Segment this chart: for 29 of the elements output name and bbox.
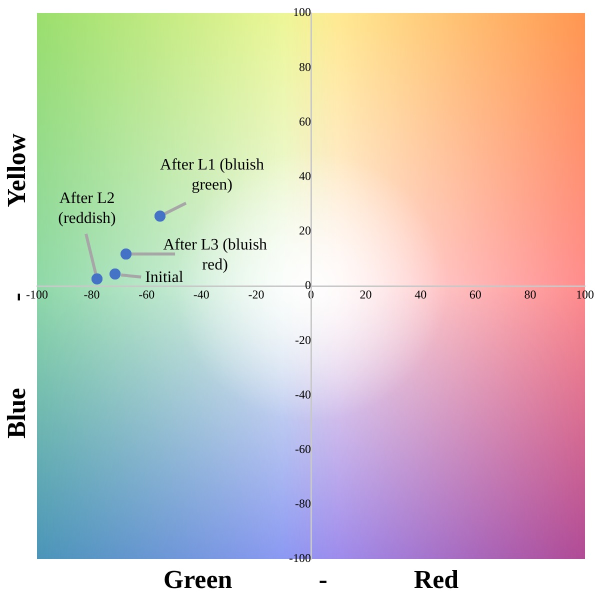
y-tick-label: -80	[295, 496, 311, 511]
x-tick-label: -80	[84, 287, 100, 302]
x-tick-label: -60	[138, 287, 155, 302]
x-tick-label: 60	[469, 287, 482, 302]
x-tick-label: 40	[414, 287, 427, 302]
y-tick-label: 20	[299, 224, 311, 238]
point	[154, 210, 166, 222]
x-axis-title: Green - Red	[162, 565, 460, 595]
x-tick-label: 100	[576, 287, 594, 302]
point	[120, 248, 132, 260]
y-tick-label: -40	[295, 387, 311, 402]
y-tick-label: 100	[293, 5, 311, 20]
x-tick-label: 20	[360, 287, 372, 302]
y-tick-label: -20	[295, 332, 311, 347]
annotation: Initial	[145, 269, 184, 286]
x-tick-label: 80	[524, 287, 536, 302]
y-tick-label: 80	[299, 60, 311, 74]
x-tick-label: -40	[193, 287, 210, 302]
x-tick-label: -20	[248, 287, 264, 302]
y-tick-label: 0	[305, 278, 311, 292]
x-tick-label: -100	[26, 287, 48, 302]
point	[92, 273, 103, 284]
y-tick-label: 60	[299, 114, 311, 128]
point	[110, 268, 121, 280]
annotation: After L2 (reddish)	[58, 190, 116, 228]
y-tick-label: 40	[299, 168, 311, 183]
y-tick-label: -100	[289, 551, 311, 566]
annotation: After L1 (bluish green)	[160, 156, 264, 194]
y-tick-label: -60	[295, 442, 311, 456]
